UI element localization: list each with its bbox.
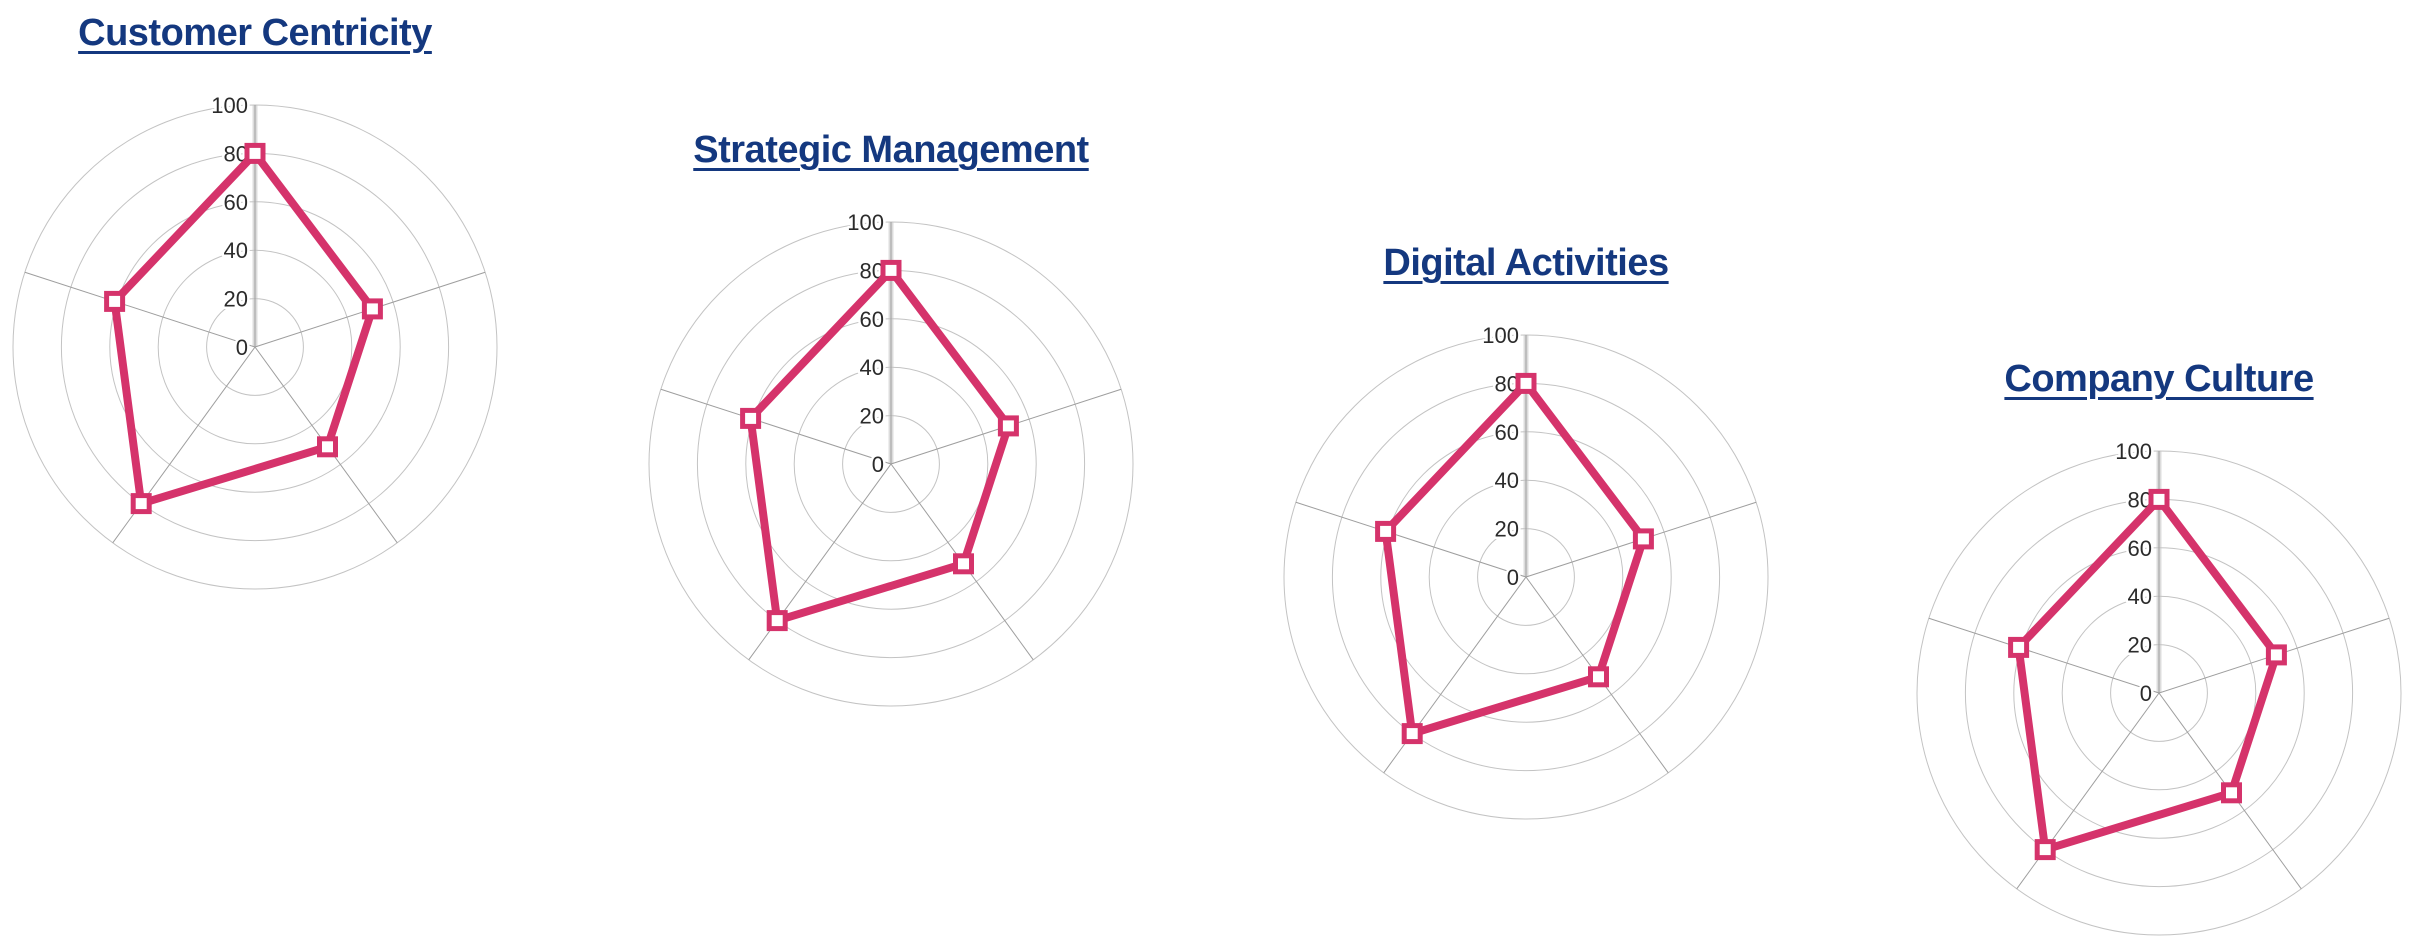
radial-tick-label: 20	[860, 404, 884, 429]
data-point-marker	[953, 553, 974, 575]
radial-tick-label: 60	[1495, 420, 1519, 445]
data-point-marker	[740, 407, 762, 429]
data-point-marker	[2265, 644, 2287, 666]
angular-spokes	[1295, 335, 1757, 774]
data-point-marker	[1375, 520, 1397, 542]
chart-block-3: Digital Activities 0 20 40 60 80 100	[1276, 239, 1776, 827]
radial-tick-label: 100	[211, 97, 248, 118]
chart-block-1: Customer Centricity 0 20 40 60 80 100	[5, 9, 505, 597]
chart-title: Company Culture	[2004, 358, 2314, 400]
data-point-marker	[2008, 636, 2030, 658]
data-point-marker	[2148, 488, 2170, 510]
data-polygon	[110, 147, 377, 509]
data-point-marker	[104, 290, 126, 312]
spoke-line	[24, 271, 256, 348]
radial-tick-label: 40	[2128, 584, 2152, 609]
data-polygon	[1381, 377, 1648, 739]
data-point-marker	[997, 415, 1019, 437]
data-markers	[2008, 488, 2287, 861]
spoke-line	[660, 388, 892, 465]
data-point-marker	[1632, 528, 1654, 550]
radial-tick-label: 40	[1495, 468, 1519, 493]
radial-tick-label: 20	[224, 287, 248, 312]
radial-tick-label: 60	[224, 190, 248, 215]
radial-tick-label: 100	[1482, 327, 1519, 348]
radial-tick-label: 100	[2115, 443, 2152, 464]
data-point-marker	[1588, 666, 1609, 688]
radial-tick-label: 100	[847, 214, 884, 235]
chart-title: Digital Activities	[1383, 242, 1669, 284]
radial-tick-label: 0	[236, 335, 248, 360]
angular-spokes	[1928, 451, 2390, 890]
data-point-marker	[317, 436, 338, 458]
data-polygon	[746, 264, 1013, 626]
radial-tick-label: 20	[2128, 633, 2152, 658]
data-polygon	[2014, 493, 2281, 855]
data-point-marker	[2034, 839, 2056, 861]
radial-tick-label: 20	[1495, 517, 1519, 542]
data-point-marker	[1401, 723, 1423, 745]
data-markers	[740, 259, 1019, 632]
chart-block-2: Strategic Management 0 20 40 60 80 100	[641, 126, 1141, 714]
chart-title: Strategic Management	[693, 129, 1089, 171]
chart-title: Customer Centricity	[78, 12, 432, 54]
radial-tick-label: 60	[2128, 536, 2152, 561]
data-markers	[104, 142, 383, 515]
radial-tick-label: 0	[1507, 565, 1519, 590]
spoke-line	[1295, 501, 1527, 578]
radial-tick-label: 0	[2140, 681, 2152, 706]
spoke-line	[1928, 617, 2160, 694]
radial-tick-label: 40	[860, 355, 884, 380]
data-point-marker	[130, 493, 152, 515]
angular-spokes	[660, 222, 1122, 661]
angular-spokes	[24, 105, 486, 544]
data-point-marker	[766, 610, 788, 632]
data-point-marker	[244, 142, 266, 164]
radial-tick-label: 0	[872, 452, 884, 477]
radial-tick-label: 60	[860, 307, 884, 332]
chart-block-4: Company Culture 0 20 40 60 80 100	[1909, 355, 2409, 943]
data-markers	[1375, 372, 1654, 745]
data-point-marker	[2221, 782, 2242, 804]
data-point-marker	[880, 259, 902, 281]
radial-tick-label: 40	[224, 238, 248, 263]
data-point-marker	[1515, 372, 1537, 394]
data-point-marker	[361, 298, 383, 320]
